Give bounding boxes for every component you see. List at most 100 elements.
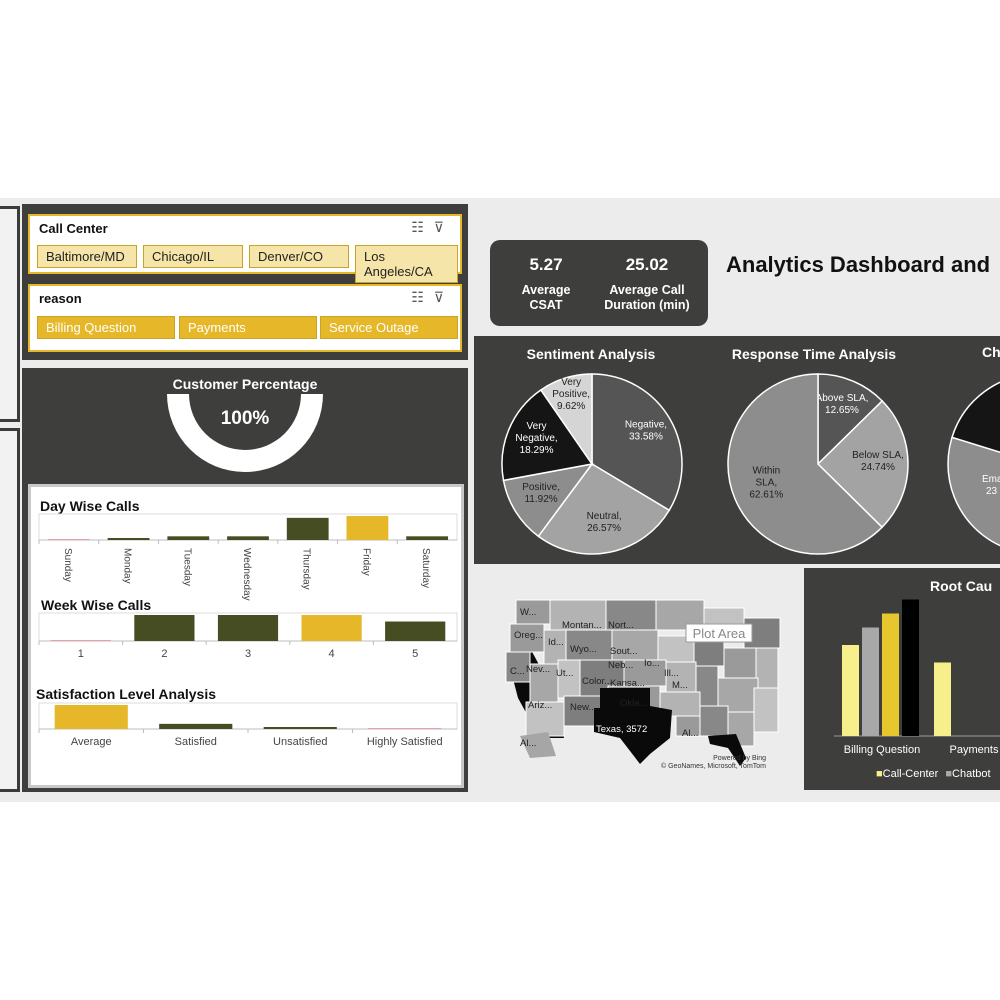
pie-slice[interactable] bbox=[817, 373, 884, 466]
state-region[interactable] bbox=[723, 647, 757, 679]
x-tick-label: Thursday bbox=[301, 548, 312, 590]
multi-select-icon[interactable]: ☷ bbox=[411, 219, 434, 235]
map-state-label: Wyo... bbox=[570, 644, 597, 655]
multi-select-icon[interactable]: ☷ bbox=[411, 289, 434, 305]
state-region[interactable] bbox=[699, 705, 729, 737]
plot-frame bbox=[38, 513, 458, 541]
state-region[interactable] bbox=[529, 663, 559, 703]
pie-data-label: Neutral, 26.57% bbox=[587, 511, 622, 534]
slicer-item-service-outage[interactable]: Service Outage bbox=[320, 316, 458, 339]
x-tick-label: Highly Satisfied bbox=[367, 736, 443, 748]
state-texas[interactable] bbox=[594, 688, 672, 764]
bar[interactable] bbox=[50, 640, 111, 641]
bar[interactable] bbox=[159, 723, 233, 729]
bar[interactable] bbox=[134, 615, 195, 641]
channel-chart-title: Ch bbox=[982, 344, 1000, 360]
pie-data-label: Positive, 11.92% bbox=[522, 482, 560, 505]
map-state-label: Neb... bbox=[608, 660, 633, 671]
bar[interactable] bbox=[217, 615, 279, 641]
avg-call-duration-label: Average Call Duration (min) bbox=[604, 283, 690, 312]
slicer-toolbar: ☷⊽ bbox=[411, 219, 454, 236]
map-credit-bing: Powered by Bing bbox=[713, 755, 766, 762]
bar[interactable] bbox=[882, 613, 899, 737]
pie-data-label: Within SLA, 62.61% bbox=[749, 466, 783, 501]
state-florida[interactable] bbox=[708, 734, 746, 766]
pie-slice[interactable] bbox=[727, 373, 884, 555]
state-region[interactable] bbox=[515, 599, 551, 625]
pie-data-label: Negative, 33.58% bbox=[625, 419, 667, 442]
x-tick-label: Average bbox=[71, 736, 112, 748]
sentiment-analysis-title: Sentiment Analysis bbox=[526, 346, 656, 362]
x-tick-label: Friday bbox=[360, 548, 371, 576]
slicer-item-chicago[interactable]: Chicago/IL bbox=[143, 245, 243, 268]
bar[interactable] bbox=[385, 621, 446, 642]
map-state-label: New... bbox=[570, 702, 596, 713]
state-region[interactable] bbox=[755, 647, 779, 689]
state-region[interactable] bbox=[565, 629, 613, 661]
slicer-item-denver[interactable]: Denver/CO bbox=[249, 245, 349, 268]
state-region[interactable] bbox=[557, 659, 581, 699]
bar[interactable] bbox=[227, 536, 269, 540]
state-alaska[interactable] bbox=[520, 732, 556, 758]
calls-charts-panel: Day Wise Calls Sunday Monday Tuesday Wednes… bbox=[28, 484, 464, 788]
pie-slice[interactable] bbox=[816, 399, 909, 529]
clear-filter-icon[interactable]: ⊽ bbox=[433, 289, 454, 305]
pie-data-label: Very Positive, 9.62% bbox=[552, 377, 590, 412]
slicer-item-billing-question[interactable]: Billing Question bbox=[37, 316, 175, 339]
state-region[interactable] bbox=[605, 599, 657, 631]
x-tick-label: 2 bbox=[161, 648, 167, 660]
slicer-item-los-angeles[interactable]: Los Angeles/CA bbox=[355, 245, 458, 283]
state-region[interactable] bbox=[675, 715, 701, 737]
map-state-label: Color... bbox=[582, 676, 612, 687]
bar[interactable] bbox=[346, 516, 389, 540]
legend-swatch-call-center: ■ bbox=[876, 768, 883, 780]
gauge-fill bbox=[167, 394, 323, 472]
state-region[interactable] bbox=[753, 687, 779, 733]
pie-slice[interactable] bbox=[501, 388, 594, 482]
clear-filter-icon[interactable]: ⊽ bbox=[433, 219, 454, 235]
bar[interactable] bbox=[902, 599, 919, 737]
plot-area-tooltip: Plot Area bbox=[685, 623, 753, 643]
map-state-label: M... bbox=[672, 680, 688, 691]
slicer-item-payments[interactable]: Payments bbox=[179, 316, 317, 339]
bar[interactable] bbox=[406, 536, 449, 540]
bar[interactable] bbox=[47, 539, 90, 540]
bar[interactable] bbox=[862, 627, 879, 737]
pie-charts: Negative, 33.58% Neutral, 26.57% Positive, 11… bbox=[501, 373, 1000, 555]
map-state-label: Al... bbox=[682, 728, 698, 739]
bar[interactable] bbox=[301, 615, 362, 641]
map-state-label: Nev... bbox=[526, 664, 550, 675]
bar[interactable] bbox=[934, 662, 951, 737]
calls-panel: Customer Percentage 100% Day Wise Calls … bbox=[22, 368, 468, 792]
bar[interactable] bbox=[368, 728, 442, 729]
bar[interactable] bbox=[263, 727, 337, 729]
map-state-label: Oreg... bbox=[514, 630, 543, 641]
pie-slice[interactable] bbox=[537, 463, 671, 555]
root-cause-panel: Root Cau Billing Question Payments ■Call-… bbox=[804, 568, 1000, 790]
pie-slice[interactable] bbox=[591, 373, 683, 512]
bar[interactable] bbox=[286, 517, 329, 540]
pie-slice[interactable] bbox=[951, 374, 1000, 464]
reason-slicer: reason ☷⊽ Billing Question Payments Serv… bbox=[28, 284, 462, 352]
bar[interactable] bbox=[54, 705, 128, 729]
bar[interactable] bbox=[842, 645, 859, 736]
bar[interactable] bbox=[107, 538, 150, 540]
state-region[interactable] bbox=[549, 599, 607, 631]
map-state-label: Id... bbox=[548, 637, 564, 648]
state-region[interactable] bbox=[509, 623, 545, 653]
customer-percentage-title: Customer Percentage bbox=[172, 376, 318, 392]
state-region[interactable] bbox=[505, 651, 531, 683]
pie-slice[interactable] bbox=[539, 373, 593, 467]
x-tick-label: Unsatisfied bbox=[273, 736, 327, 748]
slicer-item-baltimore[interactable]: Baltimore/MD bbox=[37, 245, 137, 268]
reason-slicer-title: reason bbox=[39, 291, 82, 306]
pie-data-label: Below SLA, 24.74% bbox=[852, 450, 904, 473]
bar[interactable] bbox=[167, 536, 210, 540]
root-cause-legend: ■Call-Center ■Chatbot bbox=[876, 768, 991, 780]
x-tick-label: Sunday bbox=[62, 548, 73, 582]
map-state-label: Nort... bbox=[608, 620, 634, 631]
pie-slice[interactable] bbox=[502, 462, 594, 538]
map-state-label: Ariz... bbox=[528, 700, 552, 711]
state-region[interactable] bbox=[525, 701, 565, 737]
plot-area-box bbox=[685, 623, 753, 643]
